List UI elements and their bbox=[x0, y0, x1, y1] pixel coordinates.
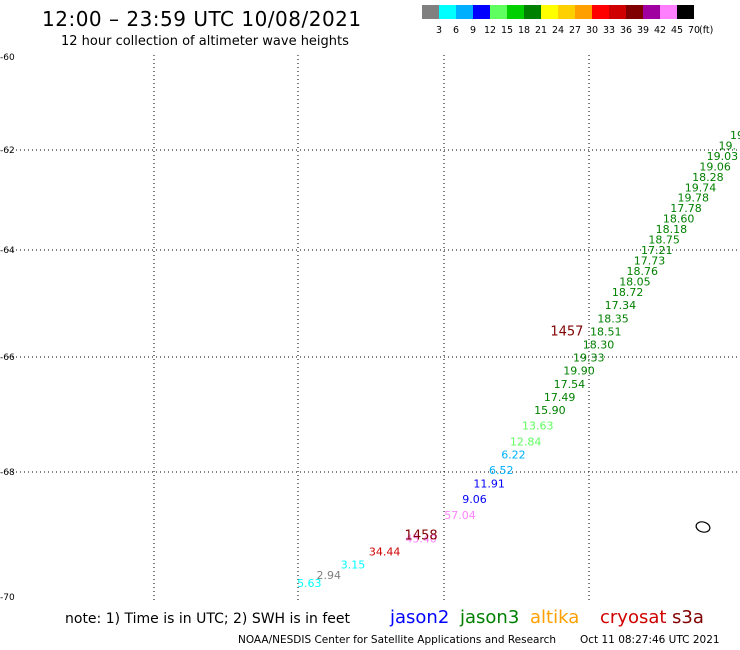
generated-timestamp: Oct 11 08:27:46 UTC 2021 bbox=[580, 634, 720, 646]
wave-height-label: 17.78 bbox=[670, 202, 702, 215]
legend-swatch bbox=[677, 5, 694, 19]
island-outline bbox=[695, 521, 711, 533]
legend-label: 6 bbox=[453, 25, 460, 36]
legend-label: 45 bbox=[671, 25, 684, 36]
legend-swatch bbox=[626, 5, 643, 19]
wave-height-label: 15.90 bbox=[534, 404, 566, 417]
wave-height-map: -105-102-99-96-93-90-60-62-64-66-68-70 1… bbox=[0, 53, 740, 603]
wave-height-label: 18.05 bbox=[619, 276, 651, 289]
wave-height-label: 18.60 bbox=[663, 213, 695, 226]
legend-label: 24 bbox=[552, 25, 565, 36]
wave-height-label: 19 bbox=[730, 129, 740, 142]
lat-tick-label: -60 bbox=[0, 53, 15, 63]
wave-height-label: 11.91 bbox=[473, 477, 505, 490]
wave-height-label: 45.40 bbox=[405, 532, 437, 545]
legend-label: 36 bbox=[620, 25, 633, 36]
legend-label: 18 bbox=[518, 25, 531, 36]
wave-height-label: 18.28 bbox=[692, 171, 724, 184]
wave-height-label: 5.63 bbox=[297, 577, 322, 590]
page-title: 12:00 – 23:59 UTC 10/08/2021 bbox=[42, 7, 362, 31]
wave-height-label: 3.15 bbox=[341, 559, 366, 572]
legend-swatch bbox=[524, 5, 541, 19]
legend-label: 9 bbox=[470, 25, 477, 36]
legend-label: 12 bbox=[484, 25, 497, 36]
lat-tick-label: -66 bbox=[0, 353, 15, 363]
wave-height-label: 18.75 bbox=[648, 234, 680, 247]
wave-height-label: 17.73 bbox=[634, 255, 666, 268]
lat-tick-label: -64 bbox=[0, 246, 15, 256]
legend-swatch bbox=[575, 5, 592, 19]
wave-height-label: 18.72 bbox=[612, 286, 644, 299]
legend-label: 15 bbox=[501, 25, 514, 36]
note-text: note: 1) Time is in UTC; 2) SWH is in fe… bbox=[65, 611, 351, 627]
wave-height-label: 18.18 bbox=[656, 223, 688, 236]
wave-height-label: 19. bbox=[719, 139, 737, 152]
wave-height-label: 17.34 bbox=[605, 299, 637, 312]
legend-swatch bbox=[456, 5, 473, 19]
wave-height-label: 19.90 bbox=[563, 365, 595, 378]
wave-height-label: 57.04 bbox=[444, 509, 476, 522]
map-grid bbox=[8, 55, 737, 600]
wave-height-label: 18.30 bbox=[583, 338, 615, 351]
wave-height-label: 19.78 bbox=[678, 192, 710, 205]
legend-swatch bbox=[541, 5, 558, 19]
wave-height-label: 18.35 bbox=[597, 312, 629, 325]
legend-label: 27 bbox=[569, 25, 582, 36]
wave-height-label: 17.21 bbox=[641, 244, 673, 257]
wave-height-label: 17.49 bbox=[544, 391, 576, 404]
pass-time-label: 1458 bbox=[405, 529, 438, 544]
legend-swatch bbox=[439, 5, 456, 19]
lat-tick-label: -62 bbox=[0, 146, 15, 156]
wave-height-label: 2.94 bbox=[317, 569, 342, 582]
wave-height-label: 12.84 bbox=[510, 435, 542, 448]
page-subtitle: 12 hour collection of altimeter wave hei… bbox=[61, 34, 349, 49]
legend-swatch bbox=[609, 5, 626, 19]
legend-swatch bbox=[507, 5, 524, 19]
legend-label: 21 bbox=[535, 25, 548, 36]
lat-tick-label: -68 bbox=[0, 468, 15, 478]
lat-tick-label: -70 bbox=[0, 593, 15, 603]
satellite-s3a: s3a bbox=[672, 607, 704, 628]
legend-label: (ft) bbox=[699, 25, 714, 36]
wave-height-label: 18.76 bbox=[626, 265, 658, 278]
wave-height-label: 6.22 bbox=[501, 449, 526, 462]
legend-swatch bbox=[558, 5, 575, 19]
wave-height-label: 19.74 bbox=[685, 181, 717, 194]
satellite-altika: altika bbox=[530, 607, 580, 628]
wave-height-label: 19.33 bbox=[573, 352, 605, 365]
pass-time-label: 1457 bbox=[550, 324, 583, 339]
axis-tick-labels: -105-102-99-96-93-90-60-62-64-66-68-70 bbox=[0, 53, 15, 603]
legend-swatch bbox=[592, 5, 609, 19]
satellite-cryosat: cryosat bbox=[600, 607, 667, 628]
legend-swatch bbox=[643, 5, 660, 19]
wave-height-label: 34.44 bbox=[369, 545, 401, 558]
legend-label: 70 bbox=[688, 25, 701, 36]
wave-height-label: 9.06 bbox=[462, 493, 487, 506]
wave-height-label: 19.06 bbox=[699, 160, 731, 173]
legend-label: 33 bbox=[603, 25, 616, 36]
wave-height-points: 1919.19.0319.0618.2819.7419.7817.7818.60… bbox=[297, 129, 740, 590]
legend-swatch bbox=[660, 5, 677, 19]
legend-label: 30 bbox=[586, 25, 599, 36]
legend-swatch bbox=[422, 5, 439, 19]
wave-height-label: 18.51 bbox=[590, 325, 622, 338]
wave-height-label: 19.03 bbox=[707, 150, 739, 163]
legend-swatch bbox=[490, 5, 507, 19]
legend-label: 42 bbox=[654, 25, 667, 36]
wave-height-label: 17.54 bbox=[554, 378, 586, 391]
legend-label: 3 bbox=[436, 25, 443, 36]
credit-text: NOAA/NESDIS Center for Satellite Applica… bbox=[238, 634, 556, 646]
satellite-jason2: jason2 bbox=[390, 607, 450, 628]
satellite-jason3: jason3 bbox=[460, 607, 520, 628]
legend-label: 39 bbox=[637, 25, 650, 36]
legend-swatch bbox=[473, 5, 490, 19]
wave-height-label: 13.63 bbox=[522, 420, 554, 433]
wave-height-label: 6.52 bbox=[489, 464, 514, 477]
